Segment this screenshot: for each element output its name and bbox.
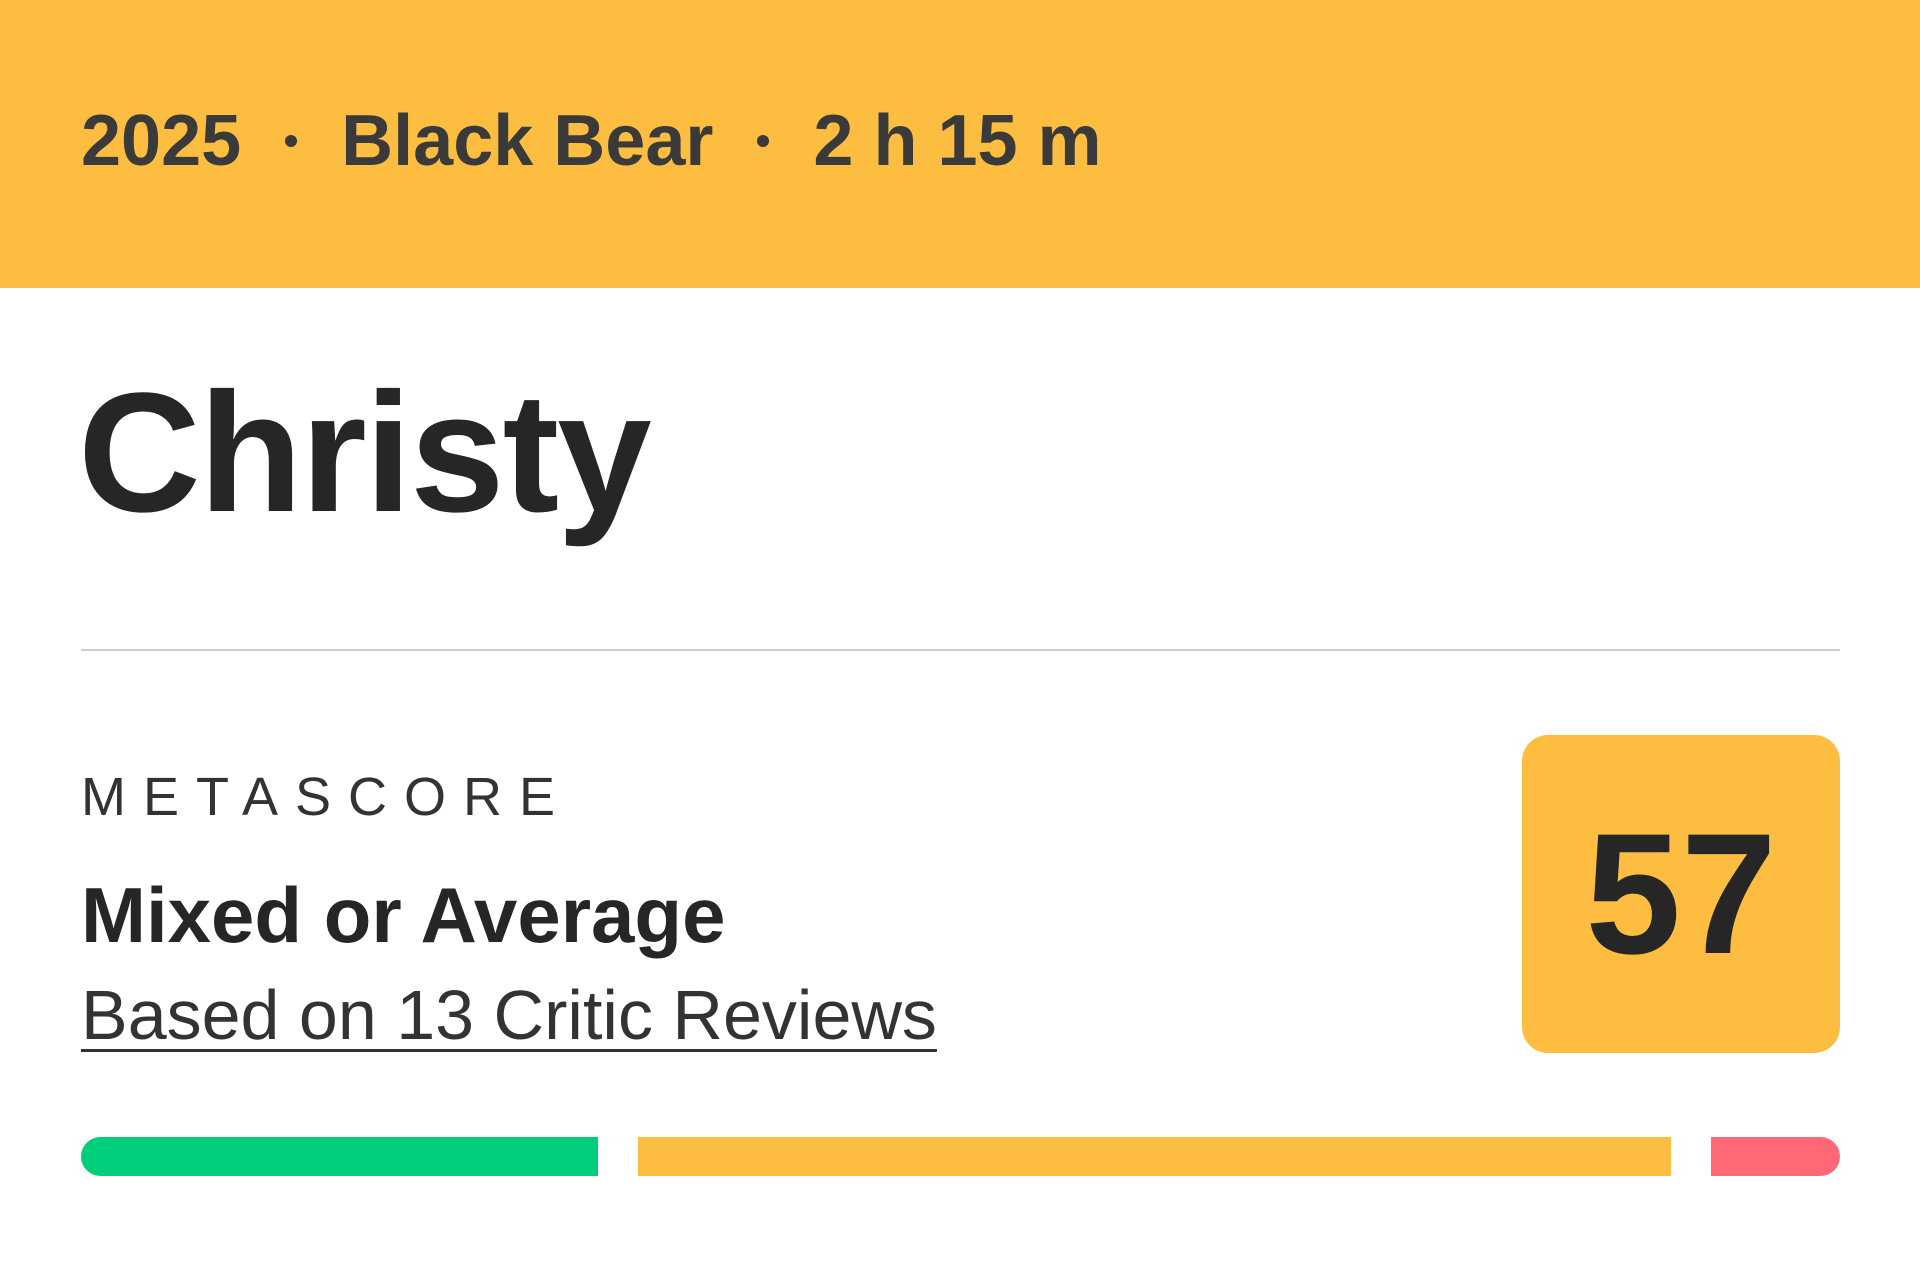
distribution-bar-mixed	[637, 1137, 1671, 1176]
review-distribution-bar	[81, 1137, 1840, 1176]
movie-meta: 2025 Black Bear 2 h 15 m	[81, 100, 1102, 182]
movie-title: Christy	[78, 358, 652, 548]
divider	[81, 649, 1840, 651]
header-bar: 2025 Black Bear 2 h 15 m	[0, 0, 1920, 288]
critic-reviews-link[interactable]: Based on 13 Critic Reviews	[81, 976, 937, 1054]
separator-dot	[757, 135, 770, 147]
distribution-bar-negative	[1710, 1137, 1840, 1176]
runtime: 2 h 15 m	[813, 101, 1102, 181]
separator-dot	[285, 135, 298, 147]
release-year: 2025	[81, 101, 242, 181]
metascore-badge: 57	[1522, 735, 1840, 1053]
metascore-label: METASCORE	[81, 767, 573, 827]
distributor: Black Bear	[341, 101, 714, 181]
distribution-bar-positive	[81, 1137, 598, 1176]
metascore-verdict: Mixed or Average	[81, 871, 726, 959]
